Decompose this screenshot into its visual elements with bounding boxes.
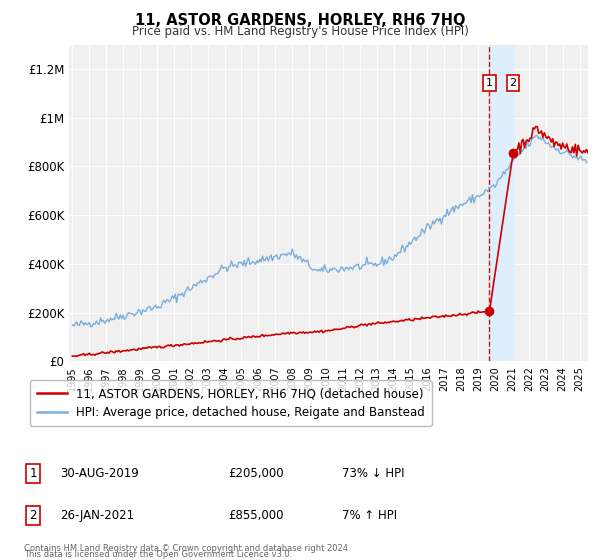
Legend: 11, ASTOR GARDENS, HORLEY, RH6 7HQ (detached house), HPI: Average price, detache: 11, ASTOR GARDENS, HORLEY, RH6 7HQ (deta…	[30, 380, 432, 426]
Bar	[489, 45, 513, 361]
Text: 7% ↑ HPI: 7% ↑ HPI	[342, 508, 397, 522]
Text: £855,000: £855,000	[228, 508, 284, 522]
Text: This data is licensed under the Open Government Licence v3.0.: This data is licensed under the Open Gov…	[24, 550, 292, 559]
Text: 1: 1	[29, 466, 37, 480]
Text: Contains HM Land Registry data © Crown copyright and database right 2024.: Contains HM Land Registry data © Crown c…	[24, 544, 350, 553]
Text: 26-JAN-2021: 26-JAN-2021	[60, 508, 134, 522]
Text: 2: 2	[29, 508, 37, 522]
Text: £205,000: £205,000	[228, 466, 284, 480]
Text: 73% ↓ HPI: 73% ↓ HPI	[342, 466, 404, 480]
Text: 2: 2	[509, 78, 517, 88]
Text: 30-AUG-2019: 30-AUG-2019	[60, 466, 139, 480]
Text: 11, ASTOR GARDENS, HORLEY, RH6 7HQ: 11, ASTOR GARDENS, HORLEY, RH6 7HQ	[135, 13, 465, 29]
Text: Price paid vs. HM Land Registry's House Price Index (HPI): Price paid vs. HM Land Registry's House …	[131, 25, 469, 38]
Text: 1: 1	[486, 78, 493, 88]
